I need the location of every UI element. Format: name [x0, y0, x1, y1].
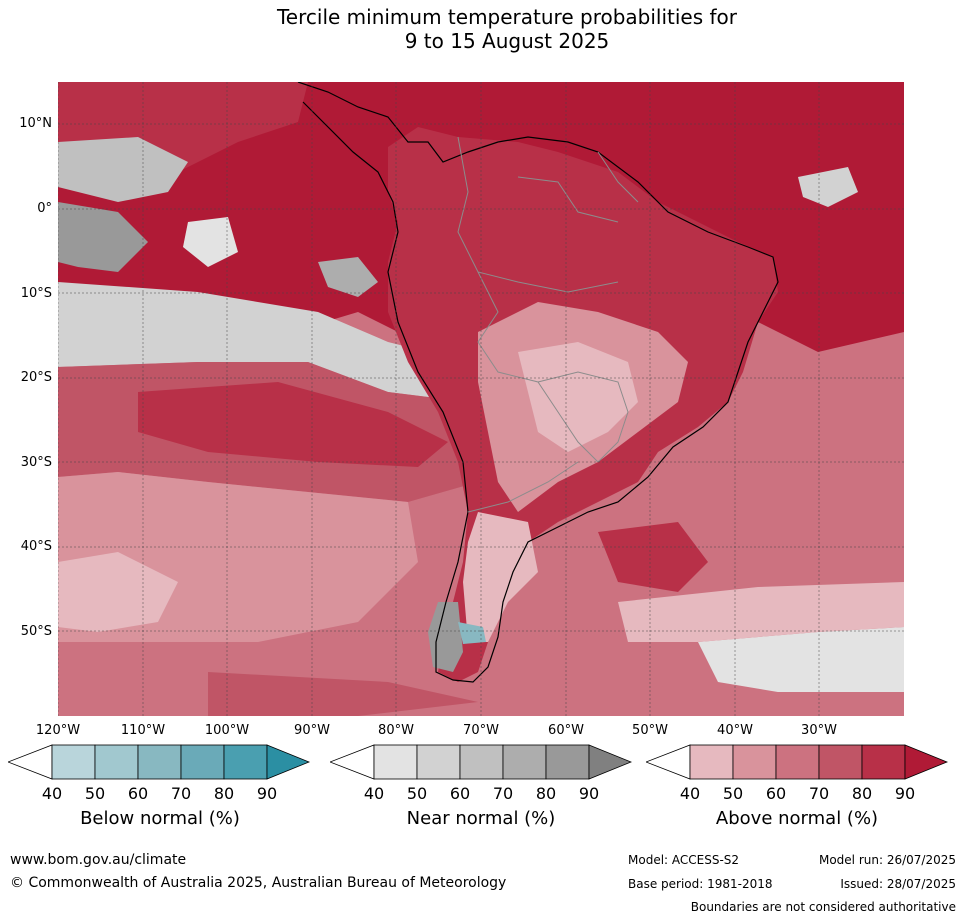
patagonia-near — [428, 602, 463, 672]
cbar-below-label-40: 40 — [41, 784, 63, 803]
lat-tick-0: 0° — [37, 201, 52, 216]
colorbar-cell — [223, 744, 268, 780]
lon-tick-30w: 30°W — [801, 723, 837, 738]
south-bottom-strong — [208, 672, 478, 716]
cbar-near-label-50: 50 — [406, 784, 428, 803]
lat-tick-30s: 30°S — [20, 455, 52, 470]
continent-south-weak — [463, 512, 538, 642]
lon-tick-70w: 70°W — [463, 723, 499, 738]
lon-tick-120w: 120°W — [35, 723, 81, 738]
lon-tick-40w: 40°W — [717, 723, 753, 738]
lon-tick-90w: 90°W — [294, 723, 330, 738]
east-atlantic-strong — [598, 522, 708, 592]
cbar-below-label-70: 70 — [170, 784, 192, 803]
lon-tick-100w: 100°W — [204, 723, 250, 738]
footer-model: Model: ACCESS-S2 — [628, 853, 740, 867]
graticule — [58, 82, 904, 716]
coastline — [297, 82, 779, 683]
footer-issued: Issued: 28/07/2025 — [840, 877, 956, 891]
cbar-below-label-50: 50 — [84, 784, 106, 803]
colorbar-cell — [416, 744, 461, 780]
lat-tick-20s: 20°S — [20, 370, 52, 385]
grey-patch-mid — [318, 257, 378, 297]
grey-patch-mid2 — [183, 217, 238, 267]
map-title-line1: Tercile minimum temperature probabilitie… — [276, 5, 738, 29]
lon-tick-110w: 110°W — [120, 723, 166, 738]
cbar-below-label-60: 60 — [127, 784, 149, 803]
colorbar-cell — [137, 744, 182, 780]
colorbar-below-normal — [8, 744, 310, 780]
map-title-line2: 9 to 15 August 2025 — [404, 29, 610, 53]
cbar-above-label-80: 80 — [851, 784, 873, 803]
lon-tick-50w: 50°W — [632, 723, 668, 738]
cbar-near-label-90: 90 — [578, 784, 600, 803]
lat-tick-10s: 10°S — [20, 286, 52, 301]
grey-patch-ne — [798, 167, 858, 207]
cbar-below-label-80: 80 — [213, 784, 235, 803]
patagonia-below — [458, 622, 486, 644]
cbar-near-title: Near normal (%) — [406, 808, 556, 829]
footer-disclaimer: Boundaries are not considered authoritat… — [690, 900, 956, 914]
colorbar-cell — [689, 744, 734, 780]
cbar-near-label-70: 70 — [492, 784, 514, 803]
cbar-below-title: Below normal (%) — [80, 808, 240, 829]
lat-tick-40s: 40°S — [20, 539, 52, 554]
cbar-above-label-60: 60 — [765, 784, 787, 803]
probability-map — [58, 82, 904, 716]
colorbar-cell — [732, 744, 777, 780]
south-east-weak — [618, 582, 904, 642]
cbar-near-label-40: 40 — [363, 784, 385, 803]
lat-tick-10n: 10°N — [19, 116, 52, 131]
cbar-above-label-70: 70 — [808, 784, 830, 803]
lon-tick-80w: 80°W — [378, 723, 414, 738]
colorbar-above-normal — [646, 744, 948, 780]
cbar-above-label-40: 40 — [679, 784, 701, 803]
footer-base-period: Base period: 1981-2018 — [628, 877, 773, 891]
colorbar-cell — [459, 744, 504, 780]
colorbar-cell — [180, 744, 225, 780]
continent-central-veryweak — [518, 342, 638, 452]
colorbar-cell — [818, 744, 863, 780]
lon-tick-60w: 60°W — [548, 723, 584, 738]
cbar-above-title: Above normal (%) — [715, 808, 879, 829]
south-east-grey — [698, 627, 904, 697]
grey-patch-nw — [58, 137, 188, 202]
colorbar-cell — [545, 744, 590, 780]
cbar-above-label-90: 90 — [894, 784, 916, 803]
footer-website: www.bom.gov.au/climate — [10, 852, 187, 868]
subtropic-core — [138, 382, 448, 467]
cbar-near-label-60: 60 — [449, 784, 471, 803]
colorbar-cell — [51, 744, 96, 780]
colorbar-cell — [373, 744, 418, 780]
colorbar-cell — [94, 744, 139, 780]
country-borders — [457, 136, 639, 513]
cbar-near-label-80: 80 — [535, 784, 557, 803]
grey-patch-nw2 — [58, 202, 148, 272]
south-very-weak — [58, 552, 178, 632]
colorbar-cell — [861, 744, 906, 780]
grey-patch-west-band — [58, 282, 468, 402]
cbar-above-label-50: 50 — [722, 784, 744, 803]
lat-tick-50s: 50°S — [20, 624, 52, 639]
colorbar-near-normal — [330, 744, 632, 780]
colorbar-cell — [775, 744, 820, 780]
footer-model-run: Model run: 26/07/2025 — [818, 853, 956, 867]
colorbar-cell — [502, 744, 547, 780]
cbar-below-label-90: 90 — [256, 784, 278, 803]
footer-copyright: © Commonwealth of Australia 2025, Austra… — [10, 875, 507, 891]
